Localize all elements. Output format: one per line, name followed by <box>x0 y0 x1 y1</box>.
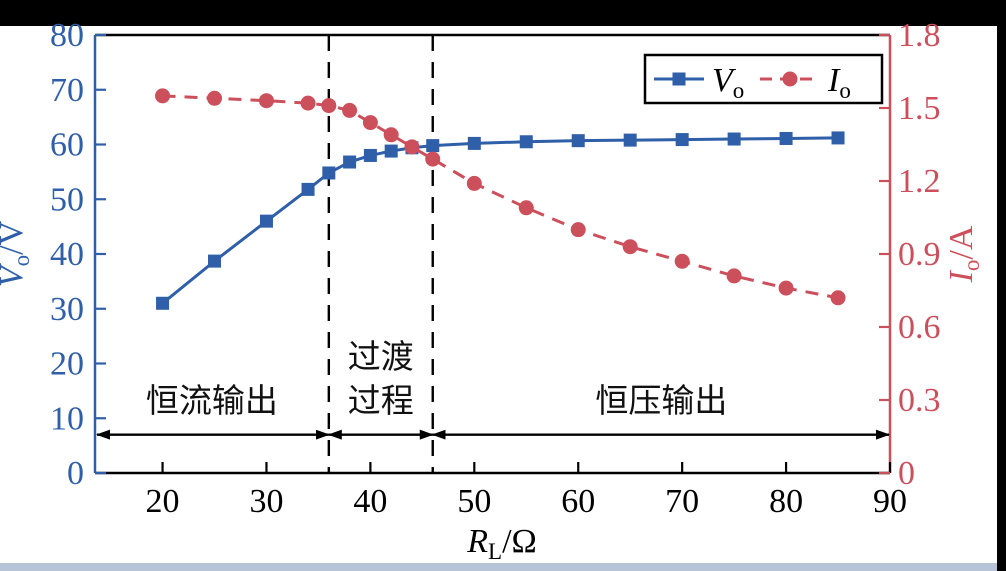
io-data-point <box>155 88 171 104</box>
io-data-point <box>674 253 690 269</box>
io-data-point <box>830 290 846 306</box>
x-axis-tick-label: 20 <box>146 483 180 520</box>
left-axis-tick-label: 80 <box>50 17 84 54</box>
vo-data-point <box>384 144 398 158</box>
vo-data-point <box>467 136 481 150</box>
io-data-point <box>622 239 638 255</box>
left-axis-tick-label: 70 <box>50 72 84 109</box>
x-axis-tick-label: 60 <box>561 483 595 520</box>
x-axis-tick-label: 80 <box>769 483 803 520</box>
left-axis-tick-label: 20 <box>50 346 84 383</box>
io-data-point <box>207 90 223 106</box>
legend-io-marker <box>782 71 798 87</box>
io-data-point <box>258 93 274 109</box>
io-data-point <box>570 222 586 238</box>
top-screen-bar <box>0 0 1006 26</box>
vo-data-point <box>675 133 689 147</box>
region-label: 过程 <box>348 383 414 420</box>
vo-data-point <box>623 133 637 147</box>
right-axis-tick-label: 1.8 <box>898 17 941 54</box>
right-axis-tick-label: 0 <box>898 455 915 492</box>
x-axis-tick-label: 40 <box>353 483 387 520</box>
x-axis-tick-label: 50 <box>457 483 491 520</box>
left-axis-tick-label: 40 <box>50 236 84 273</box>
io-data-point <box>425 151 441 167</box>
bottom-screen-bar <box>0 563 1006 571</box>
io-data-point <box>321 98 337 114</box>
io-data-point <box>726 268 742 284</box>
x-axis-tick-label: 30 <box>249 483 283 520</box>
io-data-point <box>404 139 420 155</box>
left-axis-tick-label: 30 <box>50 291 84 328</box>
right-axis-title: Io/A <box>943 225 984 283</box>
left-axis-title: Vo/V <box>0 220 34 287</box>
io-data-point <box>466 175 482 191</box>
right-screen-bar <box>997 0 1006 571</box>
io-data-point <box>518 200 534 216</box>
right-axis-tick-label: 0.3 <box>898 382 941 419</box>
vo-data-point <box>301 182 315 196</box>
vo-data-point <box>208 254 222 268</box>
region-label: 恒流输出 <box>146 383 278 420</box>
x-axis-tick-label: 90 <box>873 483 907 520</box>
right-axis-tick-label: 1.2 <box>898 163 941 200</box>
vo-data-point <box>727 132 741 146</box>
vo-data-point <box>426 139 440 153</box>
region-label: 恒压输出 <box>595 383 727 420</box>
right-axis-tick-label: 0.9 <box>898 236 941 273</box>
io-data-point <box>778 280 794 296</box>
left-axis-tick-label: 10 <box>50 400 84 437</box>
vo-data-point <box>343 155 357 169</box>
x-axis-title: RL/Ω <box>466 523 537 564</box>
io-data-point <box>383 127 399 143</box>
left-axis-tick-label: 50 <box>50 181 84 218</box>
x-axis-tick-label: 70 <box>665 483 699 520</box>
right-axis-tick-label: 0.6 <box>898 309 941 346</box>
legend-io-label: Io <box>827 62 851 103</box>
io-data-point <box>362 115 378 131</box>
left-axis-tick-label: 60 <box>50 127 84 164</box>
vo-data-point <box>322 166 336 180</box>
vo-data-point <box>779 131 793 145</box>
io-data-point <box>342 102 358 118</box>
vo-data-point <box>519 135 533 149</box>
legend: Vo Io <box>643 53 884 105</box>
left-axis-tick-label: 0 <box>67 455 84 492</box>
vo-data-point <box>571 134 585 148</box>
vo-data-point <box>831 131 845 145</box>
region-label: 过渡 <box>348 339 414 376</box>
legend-vo-marker <box>672 72 686 86</box>
io-data-point <box>300 95 316 111</box>
vo-series-line <box>161 136 839 305</box>
right-axis-tick-label: 1.5 <box>898 90 941 127</box>
vo-data-point <box>363 148 377 162</box>
vo-data-point <box>259 214 273 228</box>
vo-data-point <box>156 296 170 310</box>
